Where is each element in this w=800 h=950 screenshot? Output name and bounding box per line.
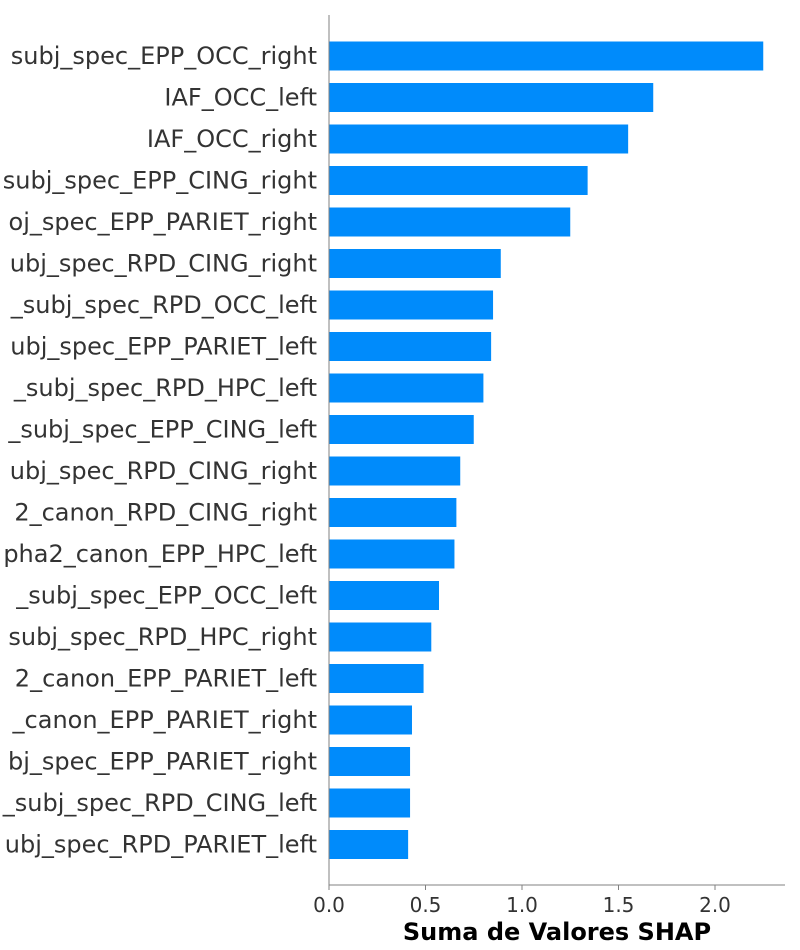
x-tick-label: 1.0 bbox=[506, 893, 538, 917]
category-label: 2_canon_RPD_CING_right bbox=[14, 499, 317, 527]
category-label: _canon_EPP_PARIET_right bbox=[12, 706, 317, 734]
x-ticks-layer: 0.0 0.5 1.0 1.5 2.0 bbox=[313, 885, 731, 917]
bar bbox=[329, 290, 494, 320]
category-labels-layer: subj_spec_EPP_OCC_right IAF_OCC_left IAF_O… bbox=[2, 42, 317, 859]
bar bbox=[329, 41, 764, 71]
category-label: _subj_spec_EPP_CING_left bbox=[7, 416, 317, 444]
bar bbox=[329, 705, 412, 735]
category-label: ubj_spec_EPP_PARIET_left bbox=[10, 333, 317, 361]
bar bbox=[329, 498, 457, 527]
bar bbox=[329, 747, 411, 776]
bar bbox=[329, 788, 411, 818]
bar bbox=[329, 664, 424, 693]
bars-layer bbox=[329, 41, 764, 859]
x-tick-label: 2.0 bbox=[699, 893, 731, 917]
category-label: subj_spec_EPP_OCC_right bbox=[11, 42, 317, 70]
category-label: oj_spec_EPP_PARIET_right bbox=[9, 208, 317, 236]
bar bbox=[329, 83, 654, 112]
x-tick-label: 0.0 bbox=[313, 893, 345, 917]
category-label: subj_spec_EPP_CING_right bbox=[3, 167, 317, 195]
bar bbox=[329, 207, 571, 237]
bar bbox=[329, 249, 501, 278]
x-tick-label: 0.5 bbox=[410, 893, 442, 917]
category-label: ubj_spec_RPD_PARIET_left bbox=[5, 831, 317, 859]
category-label: _subj_spec_RPD_HPC_left bbox=[13, 374, 317, 402]
category-label: bj_spec_EPP_PARIET_right bbox=[8, 748, 317, 776]
bar bbox=[329, 415, 474, 444]
category-label: subj_spec_RPD_HPC_right bbox=[8, 623, 317, 651]
bar bbox=[329, 124, 629, 154]
x-tick-label: 1.5 bbox=[603, 893, 635, 917]
category-label: _subj_spec_RPD_CING_left bbox=[2, 789, 317, 817]
bar bbox=[329, 166, 588, 195]
category-label: _subj_spec_RPD_OCC_left bbox=[10, 291, 317, 319]
bar bbox=[329, 456, 461, 486]
category-label: _subj_spec_EPP_OCC_left bbox=[15, 582, 317, 610]
category-label: ubj_spec_RPD_CING_right bbox=[10, 250, 317, 278]
category-label: 2_canon_EPP_PARIET_left bbox=[15, 665, 317, 693]
bar bbox=[329, 622, 432, 652]
category-label: IAF_OCC_right bbox=[147, 125, 317, 153]
x-axis-title: Suma de Valores SHAP bbox=[403, 918, 711, 946]
bar bbox=[329, 581, 440, 610]
category-label: IAF_OCC_left bbox=[164, 84, 317, 112]
bar bbox=[329, 539, 455, 569]
category-label: ubj_spec_RPD_CING_right bbox=[10, 457, 317, 485]
bar bbox=[329, 373, 484, 403]
category-label: pha2_canon_EPP_HPC_left bbox=[3, 540, 317, 568]
bar bbox=[329, 830, 409, 859]
bar bbox=[329, 332, 492, 361]
